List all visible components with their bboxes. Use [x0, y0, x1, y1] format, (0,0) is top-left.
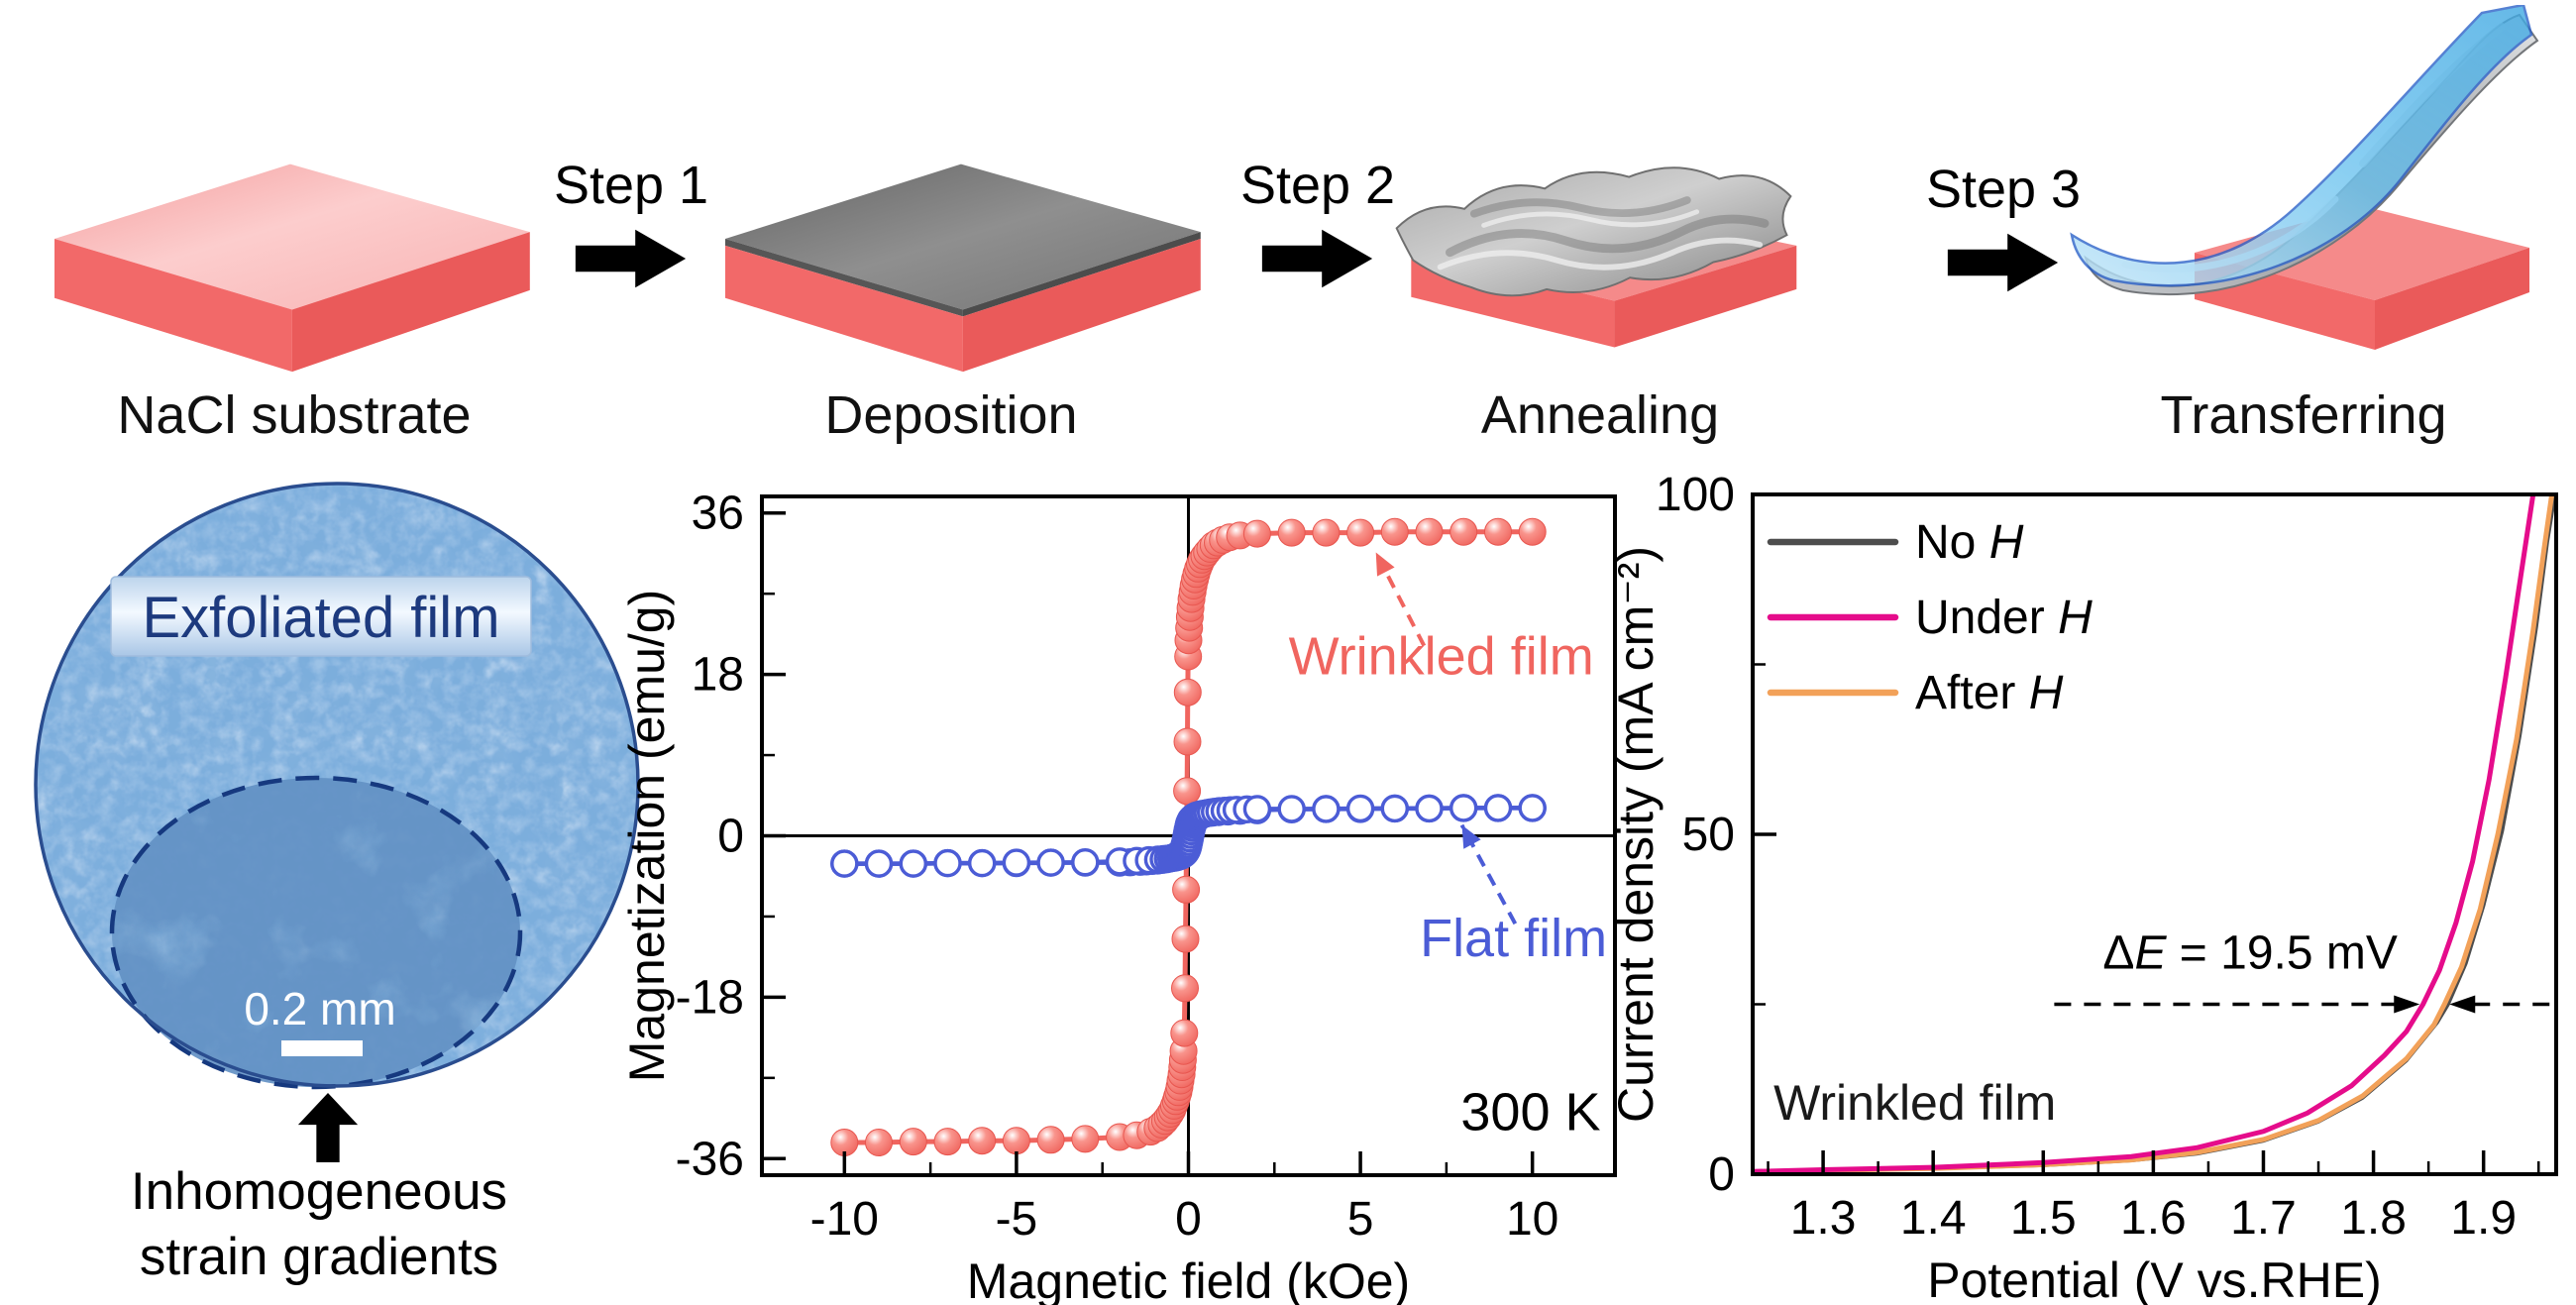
svg-text:1.3: 1.3 — [1790, 1192, 1857, 1245]
micrograph-label-band — [110, 576, 532, 657]
svg-text:36: 36 — [692, 488, 744, 540]
svg-text:-36: -36 — [676, 1133, 744, 1185]
svg-text:Current density (mA cm⁻²): Current density (mA cm⁻²) — [1608, 546, 1664, 1123]
svg-text:No H: No H — [1915, 516, 2024, 569]
svg-text:0: 0 — [1175, 1193, 1202, 1246]
svg-text:-10: -10 — [810, 1193, 879, 1246]
svg-text:Potential (V vs.RHE): Potential (V vs.RHE) — [1927, 1252, 2381, 1305]
svg-text:Magnetization (emu/g): Magnetization (emu/g) — [619, 590, 675, 1082]
caption-line-1: Inhomogeneous — [130, 1162, 508, 1221]
annealing-illustration — [1395, 166, 1797, 348]
up-arrow-icon — [297, 1093, 359, 1162]
svg-text:0: 0 — [1708, 1148, 1735, 1201]
panel-label-nacl-substrate: NaCl substrate — [117, 385, 472, 445]
svg-text:1.4: 1.4 — [1900, 1192, 1967, 1245]
micrograph-caption: Inhomogeneous strain gradients — [22, 1159, 616, 1290]
panel-label-transferring: Transferring — [2160, 385, 2447, 445]
nacl-substrate-illustration — [54, 163, 530, 373]
svg-text:-18: -18 — [676, 971, 744, 1024]
svg-text:-5: -5 — [996, 1193, 1038, 1246]
magnetization-chart: Wrinkled film Flat film 300 K -10 -5 0 5 10 -36 -… — [619, 488, 1617, 1305]
current-density-chart: ΔE = 19.5 mV Wrinkled film No H Under H Afte… — [1608, 469, 2558, 1305]
svg-text:After H: After H — [1915, 667, 2064, 719]
scale-bar — [281, 1040, 363, 1056]
svg-text:Under H: Under H — [1915, 592, 2093, 644]
step-2-arrow-icon — [1261, 229, 1372, 288]
svg-text:100: 100 — [1656, 469, 1735, 521]
step-3: Step 3 — [1926, 159, 2081, 295]
svg-text:50: 50 — [1682, 809, 1735, 861]
svg-text:1.7: 1.7 — [2230, 1192, 2297, 1245]
step-3-label: Step 3 — [1925, 160, 2082, 219]
svg-text:ΔE = 19.5 mV: ΔE = 19.5 mV — [2102, 927, 2398, 980]
svg-text:5: 5 — [1347, 1193, 1374, 1246]
svg-text:1.8: 1.8 — [2340, 1192, 2407, 1245]
step-1-arrow-icon — [575, 229, 686, 288]
deposition-illustration — [725, 163, 1201, 373]
svg-text:Wrinkled film: Wrinkled film — [1289, 627, 1594, 687]
step-1: Step 1 — [554, 155, 708, 291]
scale-bar-label: 0.2 mm — [244, 983, 395, 1034]
svg-text:Flat film: Flat film — [1420, 909, 1607, 968]
svg-text:Wrinkled film: Wrinkled film — [1773, 1075, 2056, 1131]
panel-label-deposition: Deposition — [824, 385, 1078, 445]
svg-text:0: 0 — [717, 811, 744, 863]
svg-text:300 K: 300 K — [1460, 1082, 1600, 1142]
svg-text:1.5: 1.5 — [2010, 1192, 2077, 1245]
step-2: Step 2 — [1240, 155, 1395, 291]
step-3-arrow-icon — [1947, 233, 2058, 292]
svg-text:1.9: 1.9 — [2450, 1192, 2517, 1245]
micrograph-label: Exfoliated film — [142, 586, 499, 650]
step-2-label: Step 2 — [1239, 156, 1396, 215]
micrograph-image: Exfoliated film 0.2 mm — [34, 482, 640, 1090]
svg-text:18: 18 — [692, 649, 744, 702]
micrograph-zoom-inset — [112, 778, 520, 1087]
svg-text:1.6: 1.6 — [2120, 1192, 2187, 1245]
svg-text:Magnetic field (kOe): Magnetic field (kOe) — [967, 1253, 1410, 1305]
step-1-label: Step 1 — [553, 156, 709, 215]
svg-text:10: 10 — [1506, 1193, 1558, 1246]
caption-line-2: strain gradients — [139, 1228, 499, 1286]
transferring-illustration — [2070, 5, 2539, 350]
panel-label-annealing: Annealing — [1480, 385, 1720, 445]
